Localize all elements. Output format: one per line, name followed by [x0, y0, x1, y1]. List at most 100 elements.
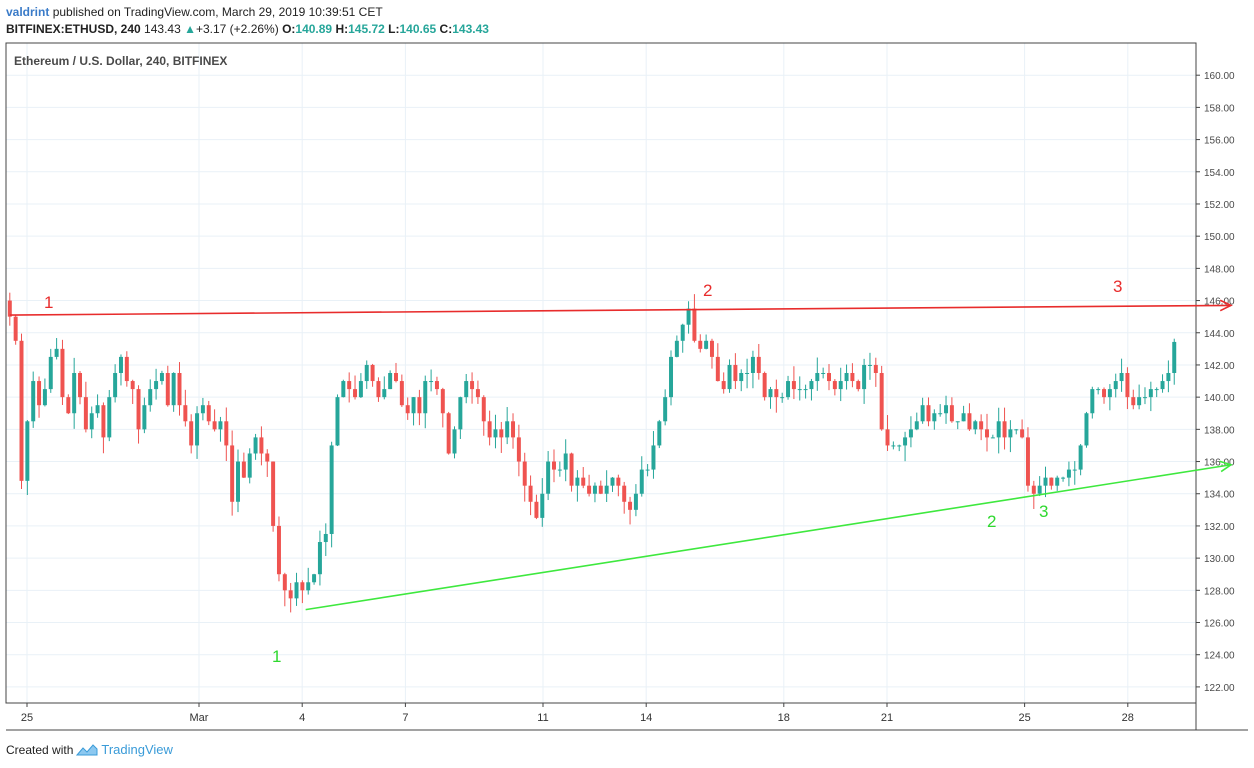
- candle-body: [838, 381, 843, 390]
- candle-body: [587, 485, 592, 494]
- candle-body: [628, 501, 633, 510]
- candle-body: [294, 582, 299, 599]
- candle-body: [850, 373, 855, 382]
- candle-body: [1113, 381, 1118, 390]
- candle-body: [698, 340, 703, 349]
- time-tick-label: 14: [640, 712, 652, 724]
- candle-body: [827, 373, 831, 382]
- price-tick-label: 144.00: [1204, 329, 1235, 340]
- chart-grid: [6, 43, 1196, 703]
- candle-body: [347, 381, 352, 390]
- last-price: 143.43: [144, 22, 181, 36]
- author-link[interactable]: valdrint: [6, 5, 50, 19]
- candle-body: [873, 364, 878, 373]
- candle-body: [581, 477, 586, 486]
- candle-body: [832, 381, 837, 390]
- price-tick-label: 134.00: [1204, 490, 1235, 501]
- tradingview-brand-link[interactable]: TradingView: [101, 742, 173, 757]
- candle-body: [569, 453, 574, 486]
- candle-body: [481, 397, 486, 422]
- candle-body: [423, 381, 428, 414]
- candle-body: [645, 469, 650, 471]
- low-label: L:: [388, 22, 400, 36]
- candle-body: [83, 397, 88, 430]
- change-value: +3.17 (+2.26%): [195, 22, 279, 36]
- candle-body: [633, 493, 638, 510]
- close-label: C:: [439, 22, 453, 36]
- candle-body: [434, 381, 439, 390]
- candle-body: [715, 356, 720, 382]
- candle-body: [1102, 389, 1107, 398]
- price-tick-label: 136.00: [1204, 458, 1235, 469]
- candle-body: [704, 340, 709, 349]
- candle-body: [516, 437, 521, 462]
- candle-body: [534, 501, 539, 518]
- candle-body: [692, 308, 697, 341]
- candle-body: [446, 413, 451, 454]
- candle-body: [247, 453, 252, 478]
- candle-body: [411, 397, 416, 414]
- candle-body: [394, 373, 398, 382]
- resistance-label-2: 2: [703, 281, 712, 300]
- candle-body: [1072, 469, 1077, 471]
- candles-group: [7, 292, 1177, 613]
- candle-body: [651, 445, 656, 470]
- candle-body: [914, 421, 919, 430]
- candle-body: [762, 373, 767, 398]
- candle-body: [739, 373, 744, 382]
- candle-body: [563, 453, 568, 470]
- candle-body: [879, 373, 884, 430]
- price-tick-label: 132.00: [1204, 522, 1235, 533]
- candle-body: [686, 308, 691, 325]
- candle-body: [944, 405, 949, 414]
- candle-body: [200, 405, 205, 414]
- candle-body: [417, 397, 422, 414]
- candle-body: [809, 381, 814, 390]
- candle-body: [985, 429, 989, 438]
- price-tick-label: 154.00: [1204, 168, 1235, 179]
- candle-body: [844, 373, 849, 382]
- time-tick-label: 11: [537, 712, 548, 724]
- candle-body: [967, 413, 972, 430]
- support-trendline: [305, 463, 1232, 611]
- price-tick-label: 128.00: [1204, 586, 1235, 597]
- chart-title: Ethereum / U.S. Dollar, 240, BITFINEX: [14, 54, 227, 68]
- candle-body: [1066, 469, 1071, 478]
- price-tick-label: 138.00: [1204, 425, 1235, 436]
- candle-body: [920, 405, 925, 422]
- candle-body: [19, 340, 24, 481]
- candle-body: [113, 373, 118, 398]
- time-axis: 25 Mar 4 7 11 14 18 21 25 28: [21, 703, 1134, 724]
- candle-body: [72, 373, 77, 414]
- candle-body: [862, 364, 867, 390]
- candle-body: [107, 397, 112, 438]
- candle-body: [733, 364, 738, 382]
- footer: Created with TradingView: [6, 742, 173, 757]
- open-value: 140.89: [295, 22, 333, 36]
- candle-body: [897, 445, 902, 447]
- candle-body: [288, 590, 293, 599]
- candle-body: [926, 405, 931, 422]
- candle-body: [118, 356, 123, 373]
- candle-body: [639, 469, 644, 494]
- candle-body: [177, 373, 182, 406]
- candle-body: [230, 445, 235, 502]
- price-tick-label: 122.00: [1204, 683, 1235, 694]
- candle-body: [955, 421, 960, 423]
- candle-body: [224, 421, 229, 446]
- candle-body: [1049, 477, 1054, 486]
- candle-body: [148, 389, 153, 406]
- candle-body: [101, 405, 106, 438]
- candle-body: [1090, 389, 1095, 414]
- candle-body: [546, 461, 551, 494]
- symbol-label: BITFINEX:ETHUSD, 240: [6, 22, 141, 36]
- price-tick-label: 148.00: [1204, 264, 1235, 275]
- candle-body: [183, 405, 188, 422]
- candle-body: [903, 437, 908, 446]
- candle-body: [376, 381, 381, 398]
- candle-body: [54, 348, 59, 357]
- tradingview-logo-icon: [76, 743, 98, 755]
- price-tick-label: 156.00: [1204, 136, 1235, 147]
- candle-body: [657, 421, 662, 446]
